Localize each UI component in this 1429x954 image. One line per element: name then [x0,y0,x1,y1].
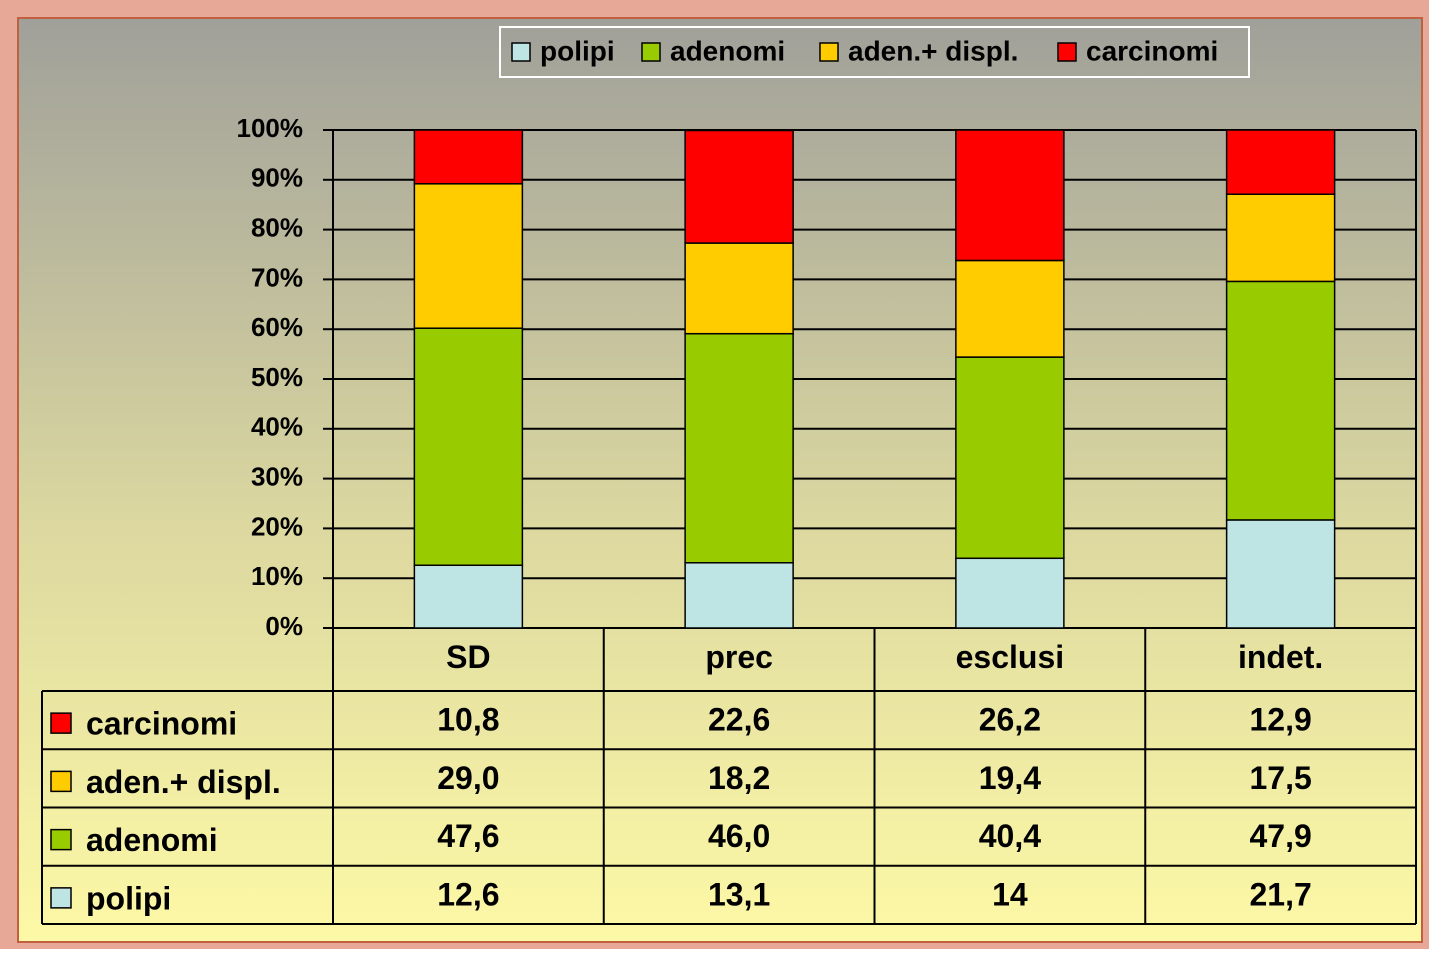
row-swatch [50,828,72,851]
legend-label: carcinomi [1086,35,1218,66]
y-tick-label: 20% [251,511,303,541]
table-value: 18,2 [708,760,770,796]
bar-segment [684,242,794,335]
table-value: 12,9 [1249,702,1311,738]
bar-segment [955,129,1065,262]
y-tick-label: 60% [251,312,303,342]
y-tick-label: 10% [251,561,303,591]
row-label: polipi [86,880,171,916]
x-tick-label: indet. [1238,639,1323,675]
bar-segment [1225,519,1336,629]
x-tick-label: SD [446,639,490,675]
table-value: 47,6 [437,818,499,854]
table-value: 47,9 [1249,818,1311,854]
y-tick-label: 50% [251,362,303,392]
table-value: 17,5 [1249,760,1311,796]
y-tick-label: 80% [251,212,303,242]
table-value: 29,0 [437,760,499,796]
table-value: 26,2 [979,702,1041,738]
legend-swatch [641,42,661,62]
bar-segment [413,564,524,629]
table-value: 12,6 [437,876,499,912]
bar-segment [413,129,524,185]
row-swatch [50,887,72,909]
y-tick-label: 0% [265,611,303,641]
legend-label: polipi [540,35,615,66]
bar-segment [1225,129,1336,195]
bar-segment [1225,280,1336,521]
bar-segment [955,259,1065,358]
legend-label: adenomi [670,35,785,66]
row-label: adenomi [86,822,218,858]
bar-segment [413,327,524,567]
row-label: carcinomi [86,706,237,742]
y-tick-label: 90% [251,163,303,193]
table-value: 10,8 [437,702,499,738]
table-value: 19,4 [979,760,1041,796]
bar-segment [955,557,1065,629]
x-tick-label: esclusi [956,639,1065,675]
table-value: 21,7 [1249,876,1311,912]
table-value: 46,0 [708,818,770,854]
y-tick-label: 70% [251,262,303,292]
table-value: 22,6 [708,702,770,738]
y-tick-label: 30% [251,461,303,491]
bar-segment [684,129,794,244]
legend-box [499,26,1250,78]
legend-swatch [1057,42,1077,62]
bar-segment [413,183,524,329]
legend-label: aden.+ displ. [848,35,1018,66]
row-swatch [50,712,72,734]
row-label: aden.+ displ. [86,764,281,800]
table-value: 14 [992,876,1028,912]
bar-segment [684,562,794,629]
legend-swatch [819,42,839,62]
y-tick-label: 40% [251,412,303,442]
bar-segment [955,356,1065,560]
table-value: 13,1 [708,876,770,912]
table-value: 40,4 [979,818,1041,854]
row-swatch [50,770,72,793]
x-tick-label: prec [705,639,773,675]
legend-swatch [511,42,531,62]
bar-segment [684,332,794,564]
y-tick-label: 100% [237,113,304,143]
bar-segment [1225,193,1336,283]
